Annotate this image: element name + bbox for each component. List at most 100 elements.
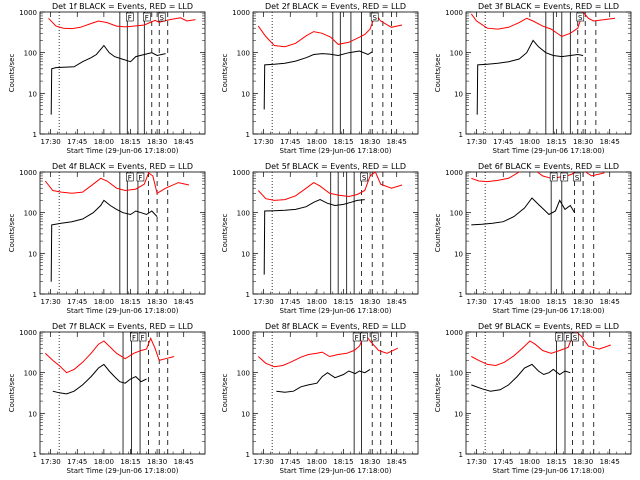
y-tick-label: 100	[24, 50, 37, 58]
x-axis-label: Start Time (29-Jun-06 17:18:00)	[67, 307, 179, 315]
x-tick-label: 17:30	[467, 458, 487, 466]
flag-label: S	[573, 334, 578, 342]
flag-box	[125, 12, 134, 22]
y-tick-label: 1000	[232, 9, 250, 17]
panel-title: Det 6f BLACK = Events, RED = LLD	[478, 162, 619, 171]
panel-det-3: Det 3f BLACK = Events, RED = LLD 1 10 100 10…	[434, 2, 632, 155]
x-tick-label: 17:45	[67, 138, 87, 146]
flag-label: S	[372, 14, 377, 22]
x-tick-label: 18:15	[120, 458, 140, 466]
panel-det-2: Det 2f BLACK = Events, RED = LLD 1 10 100 10…	[221, 2, 419, 155]
x-tick-label: 18:45	[387, 298, 407, 306]
flag-label: F	[128, 174, 132, 182]
panel-det-5: Det 5f BLACK = Events, RED = LLD 1 10 100 10…	[221, 162, 419, 315]
flag-box	[352, 332, 361, 342]
x-tick-label: 18:15	[333, 138, 353, 146]
flag-box	[571, 332, 579, 342]
series-lld-line	[257, 332, 399, 368]
x-axis-label: Start Time (29-Jun-06 17:18:00)	[493, 467, 605, 475]
flag-label: F	[128, 14, 132, 22]
x-tick-label: 18:00	[94, 458, 114, 466]
flag-box	[576, 12, 585, 22]
y-tick-label: 10	[454, 250, 463, 258]
x-tick-label: 18:15	[546, 298, 566, 306]
flag-label: S	[575, 174, 580, 182]
panel-det-8: Det 8f BLACK = Events, RED = LLD 1 10 100 10…	[221, 322, 419, 475]
x-tick-label: 18:30	[147, 458, 167, 466]
y-tick-label: 1	[33, 291, 37, 299]
x-tick-label: 17:30	[41, 298, 61, 306]
series-lld-line	[44, 172, 190, 195]
plot-area	[257, 332, 399, 454]
x-tick-label: 18:30	[360, 458, 380, 466]
y-axis-label: Counts/sec	[434, 374, 442, 413]
plot-frame	[465, 11, 632, 135]
flag-label: F	[355, 334, 359, 342]
y-tick-label: 1	[246, 451, 250, 459]
y-axis-label: Counts/sec	[221, 214, 229, 253]
flag-box	[360, 332, 368, 342]
y-tick-label: 10	[454, 90, 463, 98]
x-tick-label: 18:45	[600, 458, 620, 466]
y-tick-label: 10	[241, 90, 250, 98]
x-tick-label: 18:15	[120, 298, 140, 306]
flag-box	[563, 332, 572, 342]
y-tick-label: 1000	[19, 9, 37, 17]
flag-label: F	[552, 174, 556, 182]
x-tick-label: 17:30	[254, 138, 274, 146]
y-tick-label: 10	[454, 410, 463, 418]
panel-title: Det 4f BLACK = Events, RED = LLD	[52, 162, 193, 171]
panel-det-6: Det 6f BLACK = Events, RED = LLD 1 10 100 10…	[434, 162, 632, 315]
plot-frame	[252, 11, 419, 135]
y-axis-label: Counts/sec	[8, 214, 16, 253]
plot-frame	[39, 331, 206, 455]
x-axis-label: Start Time (29-Jun-06 17:18:00)	[280, 147, 392, 155]
y-tick-label: 1000	[445, 169, 463, 177]
x-tick-label: 18:30	[360, 298, 380, 306]
flag-box	[138, 332, 147, 342]
flag-label: S	[159, 14, 164, 22]
y-axis-label: Counts/sec	[434, 54, 442, 93]
x-tick-label: 18:30	[573, 458, 593, 466]
x-tick-label: 18:15	[546, 458, 566, 466]
x-tick-label: 17:45	[67, 298, 87, 306]
x-tick-label: 17:45	[67, 458, 87, 466]
x-tick-label: 18:15	[333, 298, 353, 306]
flag-box	[125, 172, 134, 182]
plot-frame	[39, 11, 206, 135]
x-tick-label: 18:00	[307, 298, 327, 306]
y-tick-label: 1	[33, 451, 37, 459]
x-tick-label: 18:30	[147, 138, 167, 146]
x-axis-label: Start Time (29-Jun-06 17:18:00)	[280, 467, 392, 475]
series-events-line	[276, 368, 371, 393]
x-tick-label: 18:00	[94, 298, 114, 306]
x-tick-label: 18:30	[360, 138, 380, 146]
x-tick-label: 18:15	[333, 458, 353, 466]
y-tick-label: 1	[459, 131, 463, 139]
y-tick-label: 10	[28, 410, 37, 418]
y-tick-label: 100	[24, 370, 37, 378]
flag-label: F	[145, 14, 149, 22]
flag-box	[549, 172, 558, 182]
plot-frame	[252, 331, 419, 455]
series-lld-line	[257, 12, 403, 48]
x-tick-label: 18:45	[600, 138, 620, 146]
y-tick-label: 100	[237, 50, 250, 58]
plot-frame	[465, 331, 632, 455]
y-tick-label: 10	[241, 250, 250, 258]
x-axis-label: Start Time (29-Jun-06 17:18:00)	[280, 307, 392, 315]
plot-area	[257, 12, 403, 134]
flag-box	[555, 332, 563, 342]
x-tick-label: 17:45	[280, 298, 300, 306]
flag-box	[370, 332, 379, 342]
x-tick-label: 17:45	[280, 138, 300, 146]
x-axis-label: Start Time (29-Jun-06 17:18:00)	[67, 147, 179, 155]
series-events-line	[50, 44, 166, 115]
plot-area	[471, 332, 611, 454]
x-tick-label: 18:30	[147, 298, 167, 306]
y-tick-label: 10	[28, 90, 37, 98]
flag-box	[560, 172, 569, 182]
y-tick-label: 100	[450, 50, 463, 58]
plot-area	[257, 172, 403, 294]
